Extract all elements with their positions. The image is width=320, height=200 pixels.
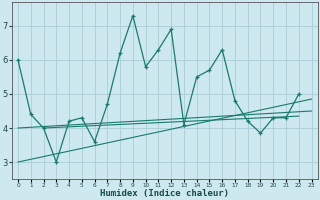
X-axis label: Humidex (Indice chaleur): Humidex (Indice chaleur) — [100, 189, 229, 198]
